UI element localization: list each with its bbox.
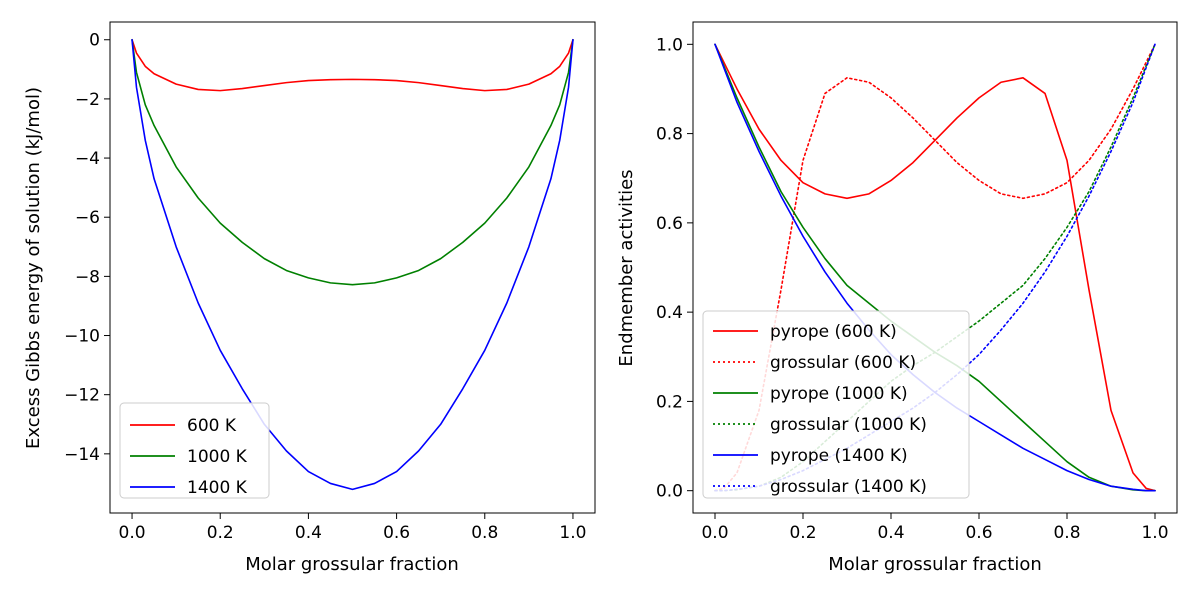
- y-tick-label: 0.8: [656, 125, 683, 145]
- legend-label-0: 600 K: [187, 416, 237, 436]
- x-tick-label: 0.4: [295, 523, 322, 543]
- ticks-layer: 0.0 0.2 0.4 0.6 0.8 1.0 0 −2 −4 −6 −8 −10 −12 −14: [64, 31, 586, 543]
- x-tick-label: 0.0: [701, 523, 728, 543]
- x-tick-label: 0.6: [965, 523, 992, 543]
- legend-label-1: grossular (600 K): [770, 353, 916, 373]
- legend-label-2: pyrope (1000 K): [770, 384, 908, 404]
- plot-frame: [109, 21, 596, 514]
- x-tick-label: 0.6: [383, 523, 410, 543]
- y-tick-label: 0.4: [656, 303, 683, 323]
- y-tick-label: −4: [75, 149, 100, 169]
- series-line-2: [131, 38, 574, 491]
- y-tick-label: 1.0: [656, 35, 683, 55]
- y-axis-label: Excess Gibbs energy of solution (kJ/mol): [23, 87, 44, 449]
- y-tick-label: 0.2: [656, 392, 683, 412]
- y-tick-label: 0: [89, 31, 100, 51]
- x-axis-label: Molar grossular fraction: [245, 554, 459, 575]
- legend-label-4: pyrope (1400 K): [770, 446, 908, 466]
- y-tick-label: −12: [64, 386, 100, 406]
- ticks-layer: 0.0 0.2 0.4 0.6 0.8 1.0 0.0 0.2 0.4 0.6 0.8 1.0: [656, 35, 1169, 543]
- x-tick-label: 0.2: [789, 523, 816, 543]
- y-tick-label: −2: [75, 90, 100, 110]
- x-axis-label: Molar grossular fraction: [828, 554, 1042, 575]
- legend-label-2: 1400 K: [187, 478, 248, 498]
- endmember-activities-chart: 0.0 0.2 0.4 0.6 0.8 1.0 0.0 0.2 0.4 0.6 0.8 1.0 Mol…: [616, 21, 1178, 575]
- series-line-0: [131, 38, 574, 92]
- legend-label-0: pyrope (600 K): [770, 322, 897, 342]
- y-tick-label: −10: [64, 327, 100, 347]
- plot-frame: [692, 21, 1178, 514]
- y-axis-label: Endmember activities: [616, 169, 637, 366]
- y-tick-label: −8: [75, 267, 100, 287]
- series-layer: [131, 38, 574, 491]
- legend-label-3: grossular (1000 K): [770, 415, 927, 435]
- legend-label-5: grossular (1400 K): [770, 477, 927, 497]
- y-tick-label: 0.6: [656, 214, 683, 234]
- x-tick-label: 0.0: [119, 523, 146, 543]
- series-line-0: [714, 43, 1156, 492]
- x-tick-label: 1.0: [559, 523, 586, 543]
- legend: pyrope (600 K) grossular (600 K) pyrope (1…: [702, 310, 970, 499]
- excess-gibbs-chart: 0.0 0.2 0.4 0.6 0.8 1.0 0 −2 −4 −6 −8 −10 −12 −14 Mol…: [23, 21, 596, 575]
- x-tick-label: 0.2: [207, 523, 234, 543]
- legend: 600 K 1000 K 1400 K: [119, 402, 270, 499]
- series-line-1: [131, 38, 574, 286]
- legend-box: [702, 310, 970, 499]
- y-tick-label: 0.0: [656, 482, 683, 502]
- y-tick-label: −6: [75, 208, 100, 228]
- legend-box: [119, 402, 270, 499]
- x-tick-label: 0.8: [1053, 523, 1080, 543]
- x-tick-label: 0.4: [877, 523, 904, 543]
- x-tick-label: 0.8: [471, 523, 498, 543]
- legend-label-1: 1000 K: [187, 447, 248, 467]
- x-tick-label: 1.0: [1141, 523, 1168, 543]
- y-tick-label: −14: [64, 445, 100, 465]
